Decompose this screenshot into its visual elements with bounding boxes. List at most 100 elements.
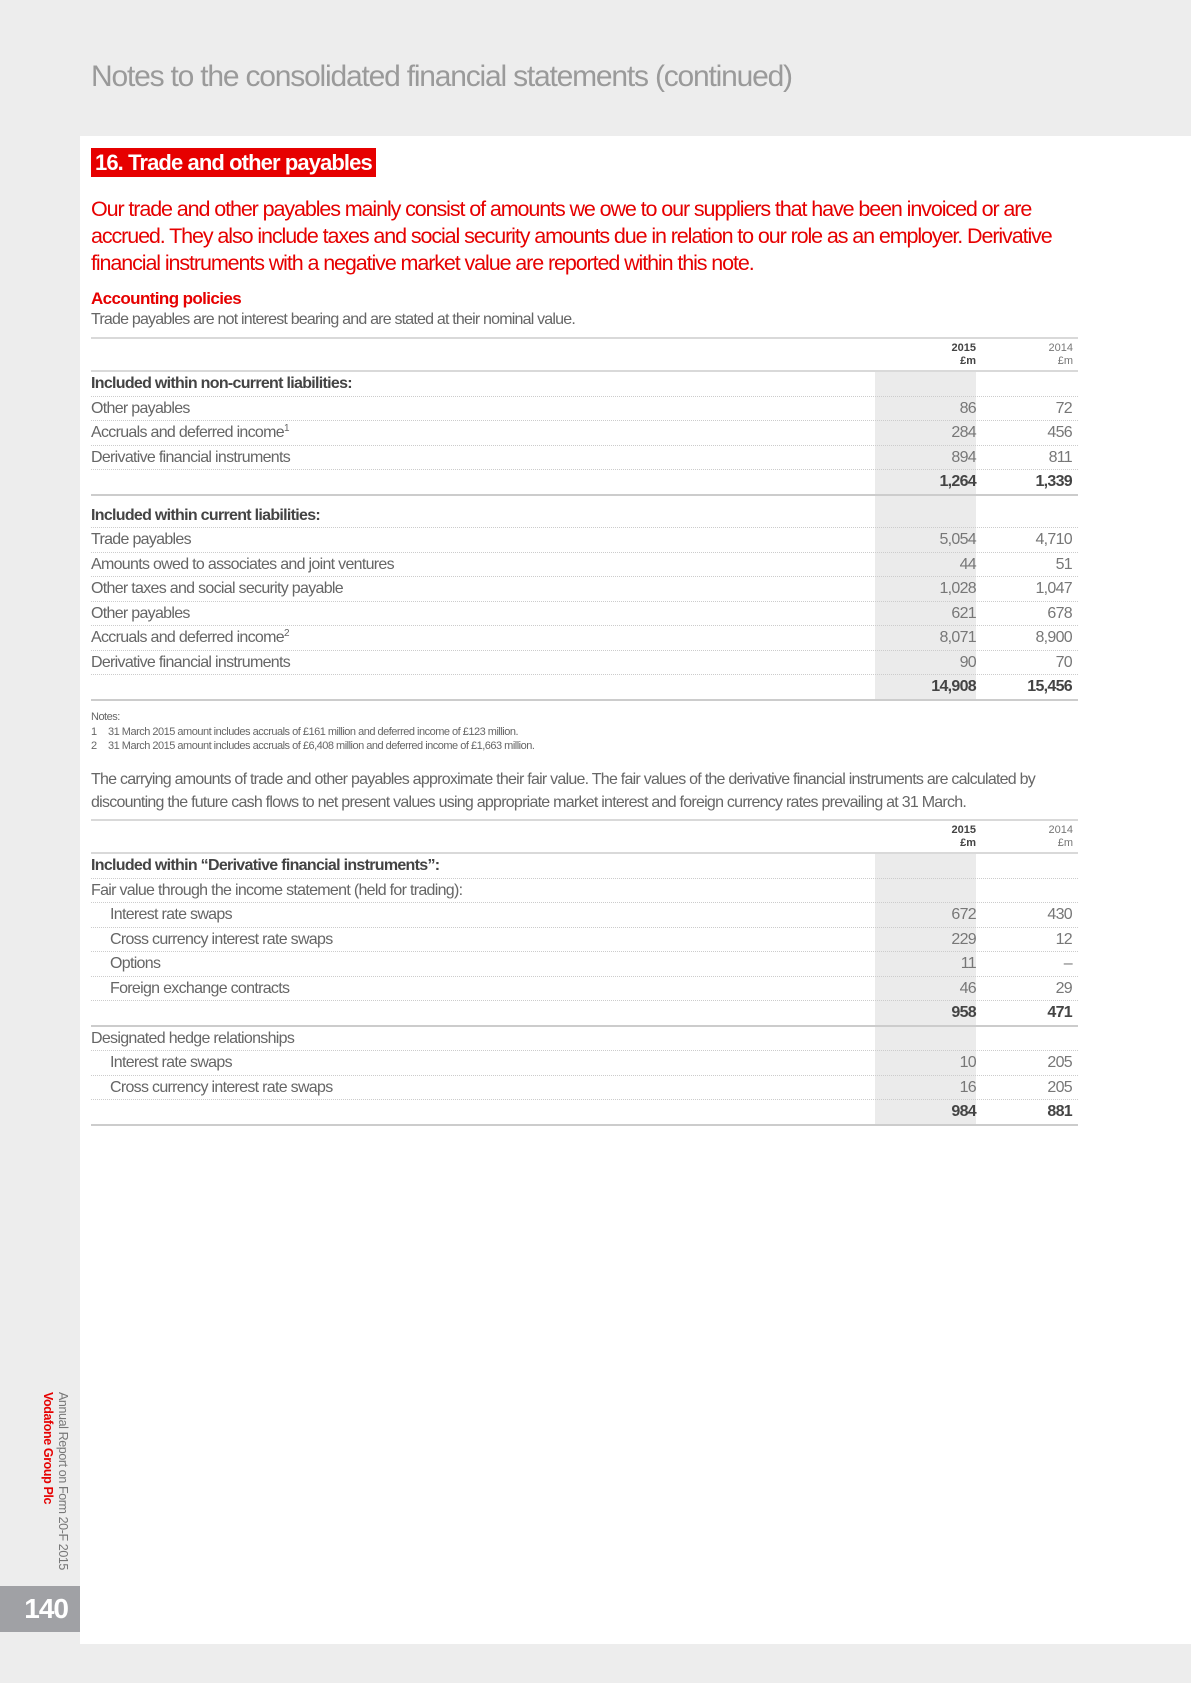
sidebar-publication: Annual Report on Form 20-F 2015 Vodafone… xyxy=(40,1392,70,1570)
current-year-shading xyxy=(875,372,976,701)
row-label-text: Interest rate swaps xyxy=(110,906,233,923)
total-row: 958 471 xyxy=(91,1001,1078,1027)
footnote-text: 31 March 2015 amount includes accruals o… xyxy=(108,725,519,738)
row-label-text: Other taxes and social security payable xyxy=(91,580,344,597)
year-label: 2014 xyxy=(1048,342,1073,354)
footnotes: Notes: 1 31 March 2015 amount includes ac… xyxy=(91,710,535,754)
value-2014: 1,047 xyxy=(1035,580,1072,597)
row-label-text: Included within non-current liabilities: xyxy=(91,375,353,392)
row-label-text: Trade payables xyxy=(91,531,192,548)
table-row: Accruals and deferred income2 8,071 8,900 xyxy=(91,626,1078,651)
row-label-text: Foreign exchange contracts xyxy=(110,979,290,997)
unit-label: £m xyxy=(960,355,976,367)
row-label-text: Options xyxy=(110,955,161,972)
row-label: Other taxes and social security payable xyxy=(91,577,344,601)
value-2014: 205 xyxy=(1047,1054,1072,1071)
table-row: Derivative financial instruments 894 811 xyxy=(91,446,1078,470)
row-label: Interest rate swaps xyxy=(110,903,233,927)
unit-label: £m xyxy=(1057,837,1073,849)
row-label-text: Other payables xyxy=(91,604,190,622)
row-label-text: Accruals and deferred income xyxy=(91,424,285,441)
value-2014: 811 xyxy=(1048,448,1073,466)
table-row: Other payables 86 72 xyxy=(91,397,1078,421)
value-2014: 15,456 xyxy=(1027,678,1072,695)
unit-label: £m xyxy=(1057,355,1073,367)
row-label: Options xyxy=(110,952,161,976)
row-label: Cross currency interest rate swaps xyxy=(110,928,333,952)
footnote: 1 31 March 2015 amount includes accruals … xyxy=(91,725,534,740)
value-2014: – xyxy=(1063,955,1073,972)
row-label-text: Derivative financial instruments xyxy=(91,653,291,671)
value-2015: 16 xyxy=(959,1078,977,1096)
value-2014: 29 xyxy=(1055,979,1073,997)
brand-name: Vodafone Group Plc xyxy=(41,1392,55,1505)
row-label: Included within “Derivative financial in… xyxy=(91,854,440,878)
value-2014: 4,710 xyxy=(1035,531,1072,548)
row-label-text: Cross currency interest rate swaps xyxy=(110,1078,333,1096)
unit-label: £m xyxy=(960,837,976,849)
value-2015: 621 xyxy=(951,604,976,622)
row-label: Derivative financial instruments xyxy=(91,446,291,470)
value-2015: 90 xyxy=(959,653,977,671)
value-2014: 51 xyxy=(1055,555,1073,573)
notes-title: Notes: xyxy=(91,711,120,723)
current-year-shading xyxy=(875,854,976,1126)
table-row: Other taxes and social security payable 1… xyxy=(91,577,1078,602)
value-2015: 958 xyxy=(951,1004,976,1021)
value-2015: 8,071 xyxy=(939,629,976,646)
footnote-number: 1 xyxy=(91,725,97,738)
row-label: Foreign exchange contracts xyxy=(110,977,290,1001)
row-label-text: Interest rate swaps xyxy=(110,1054,233,1071)
footnote-ref: 2 xyxy=(283,627,290,639)
table-header: 2015 £m 2014 £m xyxy=(91,337,1078,372)
value-2015: 11 xyxy=(960,955,977,972)
row-label: Cross currency interest rate swaps xyxy=(110,1076,333,1100)
page-title: Notes to the consolidated financial stat… xyxy=(91,60,793,93)
table-row: Interest rate swaps 672 430 xyxy=(91,903,1078,928)
column-header-2014: 2014 £m xyxy=(1013,342,1073,368)
row-label-text: Amounts owed to associates and joint ven… xyxy=(91,555,395,573)
value-2015: 229 xyxy=(951,930,976,948)
table-row: Amounts owed to associates and joint ven… xyxy=(91,553,1078,577)
row-label-text: Included within “Derivative financial in… xyxy=(91,857,440,874)
total-row: 1,264 1,339 xyxy=(91,470,1078,496)
table-header: 2015 £m 2014 £m xyxy=(91,819,1078,854)
column-header-2014: 2014 £m xyxy=(1013,824,1073,850)
table-row: Cross currency interest rate swaps 16 205 xyxy=(91,1076,1078,1100)
table-row: Cross currency interest rate swaps 229 12 xyxy=(91,928,1078,952)
table-row: Interest rate swaps 10 205 xyxy=(91,1051,1078,1076)
column-header-2015: 2015 £m xyxy=(916,342,976,368)
row-label: Accruals and deferred income1 xyxy=(91,421,290,445)
row-label-text: Included within current liabilities: xyxy=(91,506,321,524)
section-row: Included within “Derivative financial in… xyxy=(91,854,1078,879)
derivatives-table: 2015 £m 2014 £m Included within “Derivative … xyxy=(91,819,1078,1126)
table-row: Designated hedge relationships xyxy=(91,1027,1078,1051)
value-2014: 12 xyxy=(1055,930,1073,948)
footnote: 2 31 March 2015 amount includes accruals … xyxy=(91,739,535,754)
section-row: Included within non-current liabilities: xyxy=(91,372,1078,397)
payables-table: 2015 £m 2014 £m Included within non-current … xyxy=(91,337,1078,701)
table-row: Other payables 621 678 xyxy=(91,602,1078,626)
value-2014: 205 xyxy=(1047,1078,1072,1096)
page-number: 140 xyxy=(0,1586,80,1632)
column-header-2015: 2015 £m xyxy=(916,824,976,850)
value-2015: 894 xyxy=(951,448,976,466)
value-2015: 984 xyxy=(951,1103,976,1120)
footnote-text: 31 March 2015 amount includes accruals o… xyxy=(108,740,535,752)
row-label: Included within current liabilities: xyxy=(91,504,321,528)
row-label: Accruals and deferred income2 xyxy=(91,626,290,650)
report-name: Annual Report on Form 20-F 2015 xyxy=(56,1392,70,1570)
year-label: 2015 xyxy=(951,824,976,836)
accounting-policies-heading: Accounting policies xyxy=(91,289,242,308)
year-label: 2015 xyxy=(951,342,976,354)
value-2014: 881 xyxy=(1047,1103,1072,1120)
page-panel xyxy=(80,136,1191,1644)
value-2014: 456 xyxy=(1047,424,1072,441)
value-2015: 1,028 xyxy=(939,580,976,597)
row-label-text: Accruals and deferred income xyxy=(91,629,285,646)
row-label: Fair value through the income statement … xyxy=(91,879,463,903)
value-2014: 471 xyxy=(1047,1004,1072,1021)
value-2014: 430 xyxy=(1047,906,1072,923)
value-2014: 678 xyxy=(1047,604,1072,622)
value-2015: 284 xyxy=(951,424,976,441)
